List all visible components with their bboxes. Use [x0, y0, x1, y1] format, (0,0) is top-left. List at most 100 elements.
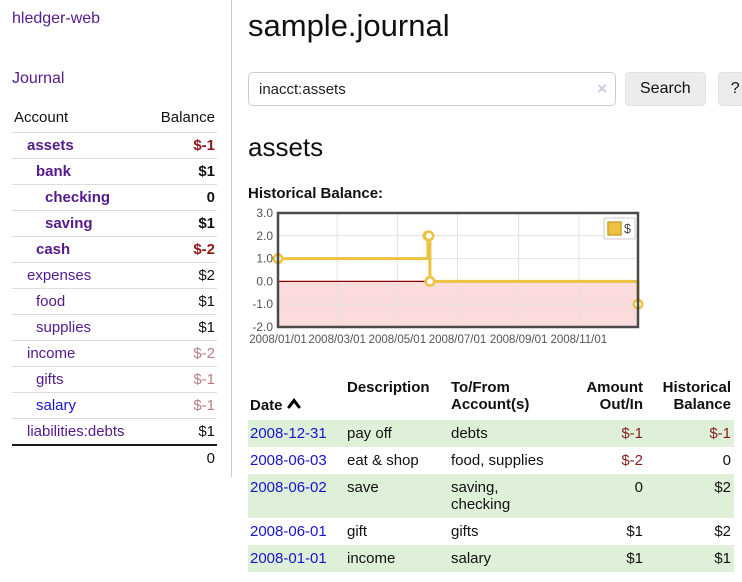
- app-title-link[interactable]: hledger-web: [12, 10, 101, 27]
- account-balance: $1: [147, 288, 217, 315]
- account-link-salary[interactable]: salary: [36, 397, 77, 414]
- account-link-saving[interactable]: saving: [45, 215, 93, 232]
- transaction-balance: $2: [714, 479, 731, 496]
- transaction-amount: $-2: [621, 452, 643, 469]
- account-row: liabilities:debts $1: [12, 418, 217, 445]
- account-row: supplies $1: [12, 314, 217, 341]
- sidebar-nav: Journal: [12, 70, 217, 88]
- accounts-table: Account Balance assets $-1 bank $1 checking 0…: [12, 106, 217, 471]
- account-balance: 0: [147, 184, 217, 211]
- register-col-amount: Amount Out/In: [586, 379, 643, 413]
- account-link-assets[interactable]: assets: [27, 137, 74, 154]
- page-title: sample.journal: [248, 8, 450, 43]
- transaction-date-link[interactable]: 2008-01-01: [250, 550, 327, 567]
- svg-text:$: $: [624, 222, 631, 236]
- clear-search-icon[interactable]: ×: [597, 79, 607, 98]
- account-row: cash $-2: [12, 236, 217, 263]
- svg-text:2008/01/01: 2008/01/01: [249, 334, 307, 346]
- account-heading: assets: [248, 132, 324, 162]
- account-row: checking 0: [12, 184, 217, 211]
- account-row: gifts $-1: [12, 366, 217, 393]
- transaction-date-link[interactable]: 2008-06-01: [250, 523, 327, 540]
- transaction-balance: $2: [714, 523, 731, 540]
- transaction-balance: $1: [714, 550, 731, 567]
- transaction-amount: $-1: [621, 425, 643, 442]
- sort-ascending-icon: [287, 396, 301, 413]
- main-content: sample.journal × Search ? assets Histori…: [232, 0, 742, 572]
- transaction-date-link[interactable]: 2008-06-02: [250, 479, 327, 496]
- account-balance: $-2: [147, 340, 217, 367]
- account-link-gifts[interactable]: gifts: [36, 371, 64, 388]
- account-balance: $2: [147, 262, 217, 289]
- account-balance: $-1: [147, 366, 217, 393]
- account-link-expenses[interactable]: expenses: [27, 267, 92, 284]
- account-link-cash[interactable]: cash: [36, 241, 71, 258]
- transaction-date-link[interactable]: 2008-12-31: [250, 425, 327, 442]
- accounts-body: assets $-1 bank $1 checking 0 saving $1 cash $-2 e…: [12, 132, 217, 445]
- sidebar-item-journal[interactable]: Journal: [12, 70, 65, 87]
- account-balance: $1: [147, 210, 217, 237]
- transaction-amount: $1: [626, 523, 643, 540]
- app-title: hledger-web: [12, 10, 217, 28]
- transaction-accounts: food, supplies: [451, 452, 544, 469]
- svg-text:-1.0: -1.0: [252, 297, 273, 311]
- svg-text:1.0: 1.0: [256, 252, 273, 266]
- accounts-col-balance: Balance: [160, 109, 215, 126]
- transaction-accounts: saving, checking: [451, 479, 511, 513]
- svg-text:2008/11/01: 2008/11/01: [550, 334, 607, 346]
- help-button[interactable]: ?: [717, 72, 742, 106]
- account-balance: $-1: [147, 132, 217, 159]
- transaction-row: 2008-12-31 pay off debts $-1 $-1: [248, 420, 734, 447]
- account-link-bank[interactable]: bank: [36, 163, 72, 180]
- account-link-supplies[interactable]: supplies: [36, 319, 92, 336]
- transaction-row: 2008-06-01 gift gifts $1 $2: [248, 518, 734, 545]
- account-row: salary $-1: [12, 392, 217, 419]
- register-col-balance: Historical Balance: [662, 379, 731, 413]
- account-row: assets $-1: [12, 132, 217, 159]
- account-row: food $1: [12, 288, 217, 315]
- accounts-total-value: 0: [147, 444, 217, 471]
- register-col-description: Description: [347, 379, 430, 396]
- account-row: income $-2: [12, 340, 217, 367]
- chart-title: Historical Balance:: [248, 185, 384, 202]
- account-balance: $1: [147, 314, 217, 341]
- svg-text:2008/07/01: 2008/07/01: [429, 334, 487, 346]
- search-input[interactable]: [248, 72, 616, 106]
- transaction-balance: 0: [722, 452, 731, 469]
- transaction-amount: $1: [626, 550, 643, 567]
- transaction-row: 2008-06-02 save saving, checking 0 $2: [248, 474, 734, 518]
- accounts-col-account: Account: [14, 109, 69, 126]
- account-balance: $-2: [147, 236, 217, 263]
- svg-text:2008/05/01: 2008/05/01: [369, 334, 427, 346]
- transaction-row: 2008-01-01 income salary $1 $1: [248, 545, 734, 572]
- accounts-total-row: 0: [12, 444, 217, 471]
- transaction-accounts: gifts: [451, 523, 479, 540]
- svg-text:0.0: 0.0: [256, 274, 273, 288]
- account-link-food[interactable]: food: [36, 293, 66, 310]
- transaction-description: save: [347, 479, 379, 496]
- transaction-row: 2008-06-03 eat & shop food, supplies $-2 0: [248, 447, 734, 474]
- transaction-amount: 0: [634, 479, 643, 496]
- account-link-income[interactable]: income: [27, 345, 76, 362]
- account-row: bank $1: [12, 158, 217, 185]
- sidebar: hledger-web Journal Account Balance asse…: [0, 0, 232, 477]
- account-balance: $1: [147, 158, 217, 185]
- search-button[interactable]: Search: [625, 72, 706, 106]
- account-link-checking[interactable]: checking: [45, 189, 111, 206]
- register-col-tofrom: To/From Account(s): [451, 379, 530, 413]
- register-col-date[interactable]: Date: [248, 376, 345, 420]
- account-link-liabilities-debts[interactable]: liabilities:debts: [27, 423, 125, 440]
- account-row: expenses $2: [12, 262, 217, 289]
- historical-balance-chart: 3.0 2.0 1.0 0.0 -1.0 -2.0 2008/01/01 2008/03/01…: [248, 206, 742, 362]
- svg-text:2008/09/01: 2008/09/01: [490, 334, 548, 346]
- svg-text:-2.0: -2.0: [252, 320, 273, 334]
- svg-text:2008/03/01: 2008/03/01: [308, 334, 366, 346]
- svg-text:2.0: 2.0: [256, 229, 273, 243]
- register-body: 2008-12-31 pay off debts $-1 $-1 2008-06-03 ea…: [248, 420, 734, 572]
- account-balance: $1: [147, 418, 217, 445]
- account-row: saving $1: [12, 210, 217, 237]
- transaction-date-link[interactable]: 2008-06-03: [250, 452, 327, 469]
- register-table: Date Description To/From Account(s) Amou…: [248, 376, 734, 572]
